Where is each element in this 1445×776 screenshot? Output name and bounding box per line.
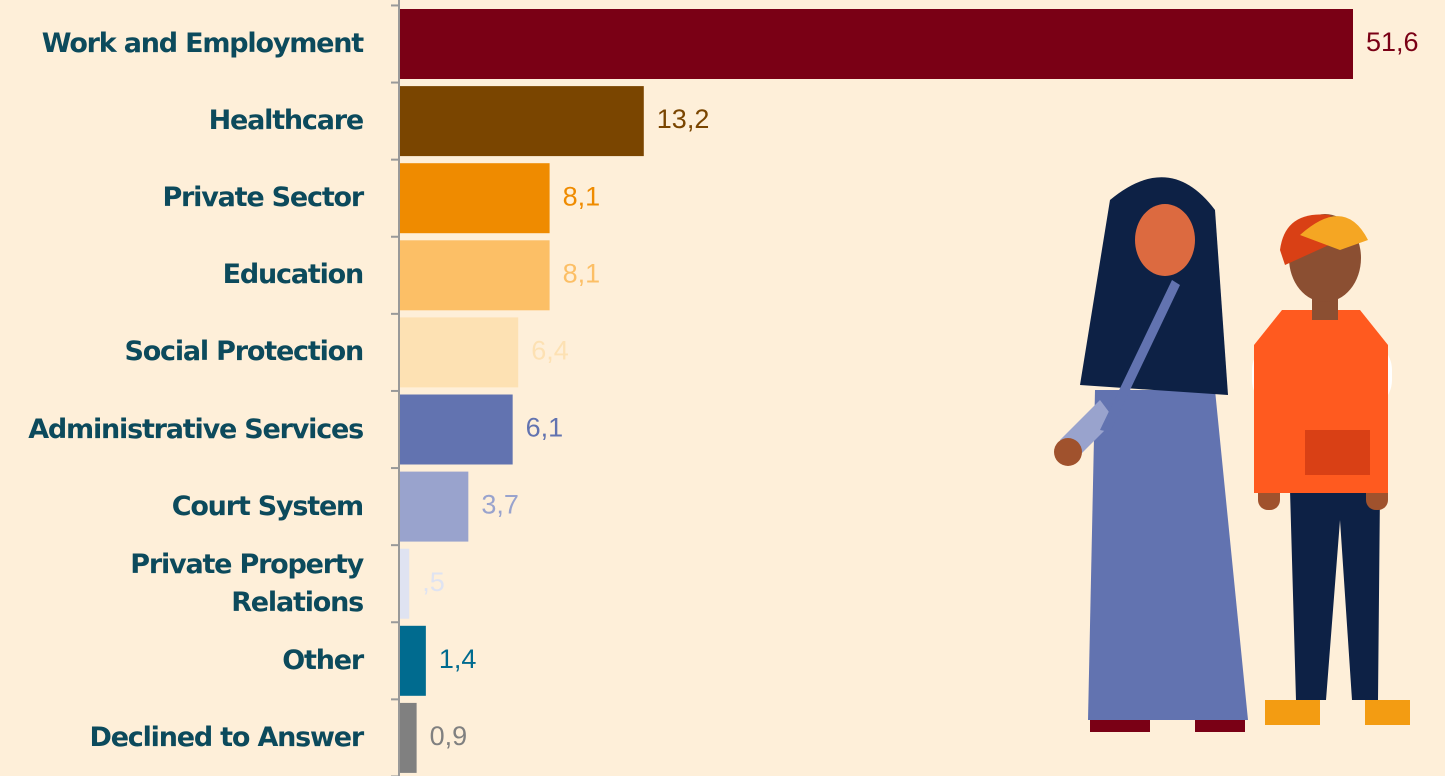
category-label: Administrative Services: [28, 413, 364, 445]
bar: [400, 317, 519, 388]
bar: [400, 548, 410, 619]
bar: [400, 702, 417, 773]
value-label: 0,9: [430, 721, 468, 751]
bar: [400, 163, 550, 234]
value-label: 8,1: [563, 181, 601, 211]
value-label: 51,6: [1366, 27, 1419, 57]
category-label: Private Sector: [162, 182, 364, 214]
category-label: Declined to Answer: [89, 721, 364, 753]
value-label: 1,4: [439, 644, 477, 674]
illustration: [1054, 177, 1410, 732]
value-label: ,5: [422, 567, 445, 597]
bar: [400, 86, 644, 157]
value-label: 3,7: [481, 490, 519, 520]
category-label: Work and Employment: [41, 28, 364, 59]
bar: [400, 394, 513, 465]
category-label: Social Protection: [124, 336, 364, 368]
bar: [400, 625, 426, 696]
category-label: Other: [282, 644, 364, 676]
category-label: Education: [222, 259, 365, 291]
bar: [400, 240, 550, 311]
value-label: 13,2: [657, 104, 710, 134]
value-label: 6,1: [526, 413, 564, 443]
category-label: Private Property Relations: [130, 548, 364, 618]
category-label: Healthcare: [208, 105, 365, 137]
bar: [400, 9, 1353, 79]
bar: [400, 471, 469, 542]
value-label: 6,4: [531, 336, 569, 366]
category-label: Court System: [171, 490, 364, 522]
value-label: 8,1: [563, 258, 601, 288]
